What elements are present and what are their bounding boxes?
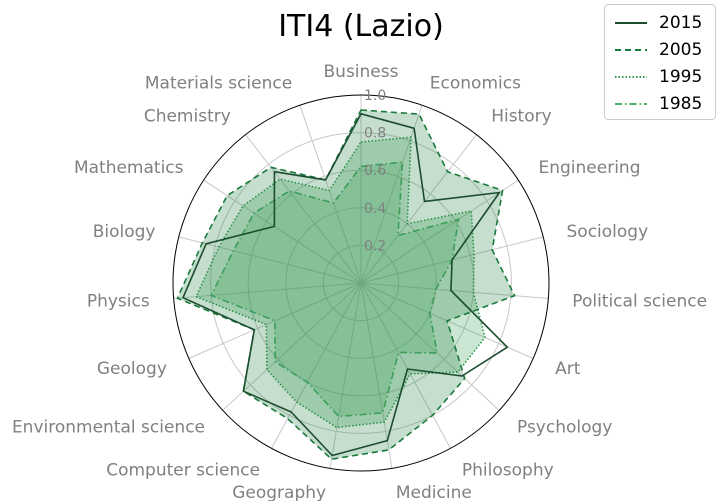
radial-tick-label: 1.0	[364, 88, 386, 104]
category-label: Economics	[430, 74, 521, 94]
category-label: Mathematics	[74, 158, 184, 178]
category-label: Geography	[232, 483, 326, 501]
grid-spoke	[360, 282, 451, 449]
category-label: Environmental science	[12, 418, 205, 438]
radar-grid	[172, 94, 550, 472]
grid-spoke	[178, 236, 362, 284]
legend-label: 1995	[659, 67, 703, 87]
category-label: Philosophy	[462, 460, 554, 480]
grid-spoke	[360, 282, 500, 411]
grid-spoke	[173, 282, 362, 300]
grid-spoke	[271, 282, 362, 449]
category-label: Computer science	[106, 460, 260, 480]
grid-spoke	[360, 282, 393, 469]
category-label: Sociology	[567, 222, 649, 242]
legend-swatch	[615, 49, 647, 51]
radial-tick-labels: 0.2 0.4 0.6 0.8 1.0	[364, 88, 386, 254]
legend-item-1985: 1985	[615, 94, 715, 114]
radial-tick-label: 0.6	[364, 163, 386, 179]
legend-swatch	[615, 76, 647, 78]
legend-label: 1985	[659, 94, 703, 114]
legend-label: 2015	[659, 13, 703, 33]
grid-spoke	[222, 282, 362, 411]
grid-spoke	[360, 105, 423, 284]
category-label: Political science	[572, 292, 707, 312]
radial-tick-label: 0.2	[364, 238, 386, 254]
category-label: Chemistry	[144, 107, 231, 127]
legend-item-1995: 1995	[615, 67, 715, 87]
grid-spoke	[360, 179, 519, 284]
category-label: Medicine	[396, 483, 472, 501]
category-label: Psychology	[517, 418, 612, 438]
category-label: Business	[324, 62, 399, 82]
legend-item-2005: 2005	[615, 40, 715, 60]
grid-spoke	[299, 105, 362, 284]
outer-frame	[172, 94, 550, 472]
category-label: Biology	[93, 222, 156, 242]
category-label: Materials science	[145, 74, 292, 94]
legend: 2015 2005 1995 1985	[604, 4, 716, 120]
category-label: History	[491, 107, 551, 127]
category-label: Engineering	[539, 158, 641, 178]
legend-swatch	[615, 103, 647, 105]
grid-spoke	[360, 282, 549, 300]
grid-spoke	[188, 282, 362, 359]
grid-spoke	[245, 134, 362, 284]
category-label: Physics	[87, 292, 150, 312]
category-label: Geology	[97, 359, 167, 379]
series-2015-polygon	[182, 113, 509, 457]
series-1985-polygon	[210, 161, 460, 418]
grid-spoke	[329, 282, 362, 469]
legend-item-2015: 2015	[615, 13, 715, 33]
grid-spoke	[360, 134, 477, 284]
category-label: Art	[555, 359, 581, 379]
radial-tick-label: 0.4	[364, 201, 386, 217]
series-1995-polygon	[195, 136, 486, 429]
grid-spoke	[203, 179, 362, 284]
radial-tick-label: 0.8	[364, 126, 386, 142]
chart-title: ITI4 (Lazio)	[278, 9, 444, 44]
radar-series	[176, 109, 516, 461]
legend-swatch	[615, 22, 647, 24]
category-labels: Business Economics History Engineering Socio…	[12, 62, 707, 501]
legend-label: 2005	[659, 40, 703, 60]
